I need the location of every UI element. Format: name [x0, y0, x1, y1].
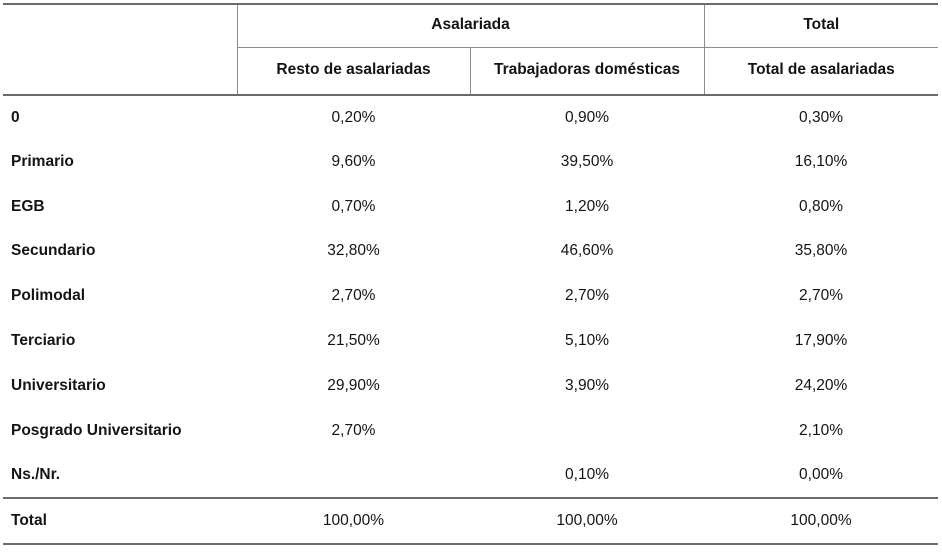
row-label: Secundario	[3, 229, 237, 275]
cell-total: 2,70%	[704, 274, 939, 319]
row-label: Total	[3, 497, 237, 546]
cell-total: 2,10%	[704, 408, 939, 454]
header-group-total: Total	[703, 4, 939, 48]
row-label: EGB	[3, 184, 237, 230]
cell-total: 16,10%	[704, 139, 939, 185]
cell-resto: 0,20%	[237, 95, 470, 140]
table-header: Asalariada Total Resto de asalariadas Tr…	[3, 4, 939, 96]
header-group-row: Asalariada Total	[3, 4, 939, 96]
row-label: Ns./Nr.	[3, 453, 237, 499]
cell-total: 24,20%	[704, 363, 939, 409]
row-label: Terciario	[3, 318, 237, 364]
table-row-posgrado-universitario: Posgrado Universitario 2,70% 2,10%	[3, 408, 939, 454]
table-row-polimodal: Polimodal 2,70% 2,70% 2,70%	[3, 274, 939, 319]
table-body: 0 0,20% 0,90% 0,30% Primario 9,60% 39,50…	[3, 95, 939, 546]
cell-total: 17,90%	[704, 318, 939, 364]
header-col-total-de-asalariadas: Total de asalariadas	[704, 47, 939, 96]
cell-resto: 100,00%	[237, 497, 470, 546]
cell-domesticas	[470, 408, 705, 454]
cell-resto: 2,70%	[237, 408, 470, 454]
cell-total: 0,80%	[704, 184, 939, 230]
table-row-0: 0 0,20% 0,90% 0,30%	[3, 95, 939, 140]
education-distribution-table: Asalariada Total Resto de asalariadas Tr…	[3, 3, 939, 546]
cell-domesticas: 39,50%	[470, 139, 705, 185]
header-subrow: Resto de asalariadas Trabajadoras domést…	[3, 47, 939, 96]
cell-resto: 0,70%	[237, 184, 470, 230]
cell-resto: 21,50%	[237, 318, 470, 364]
table-row-egb: EGB 0,70% 1,20% 0,80%	[3, 184, 939, 230]
header-group-asalariada: Asalariada	[237, 4, 705, 48]
cell-domesticas: 2,70%	[470, 274, 705, 319]
table-row-secundario: Secundario 32,80% 46,60% 35,80%	[3, 229, 939, 275]
cell-total: 0,00%	[704, 453, 939, 499]
cell-total: 35,80%	[704, 229, 939, 275]
cell-total: 0,30%	[704, 95, 939, 140]
header-col-resto-de-asalariadas: Resto de asalariadas	[237, 47, 471, 96]
cell-domesticas: 100,00%	[470, 497, 705, 546]
cell-resto: 2,70%	[237, 274, 470, 319]
table-row-primario: Primario 9,60% 39,50% 16,10%	[3, 139, 939, 185]
table-row-terciario: Terciario 21,50% 5,10% 17,90%	[3, 318, 939, 364]
cell-resto: 32,80%	[237, 229, 470, 275]
row-label: Posgrado Universitario	[3, 408, 237, 454]
cell-domesticas: 1,20%	[470, 184, 705, 230]
header-col-trabajadoras-domesticas: Trabajadoras domésticas	[470, 47, 705, 96]
table-row-ns-nr: Ns./Nr. 0,10% 0,00%	[3, 453, 939, 499]
table-row-universitario: Universitario 29,90% 3,90% 24,20%	[3, 363, 939, 409]
cell-resto: 9,60%	[237, 139, 470, 185]
cell-domesticas: 0,90%	[470, 95, 705, 140]
cell-total: 100,00%	[704, 497, 939, 546]
row-label: Universitario	[3, 363, 237, 409]
header-corner-cell	[3, 4, 238, 96]
row-label: 0	[3, 95, 237, 140]
cell-resto	[237, 453, 470, 499]
cell-domesticas: 5,10%	[470, 318, 705, 364]
cell-domesticas: 46,60%	[470, 229, 705, 275]
cell-domesticas: 0,10%	[470, 453, 705, 499]
cell-resto: 29,90%	[237, 363, 470, 409]
row-label: Polimodal	[3, 274, 237, 319]
cell-domesticas: 3,90%	[470, 363, 705, 409]
table-row-total: Total 100,00% 100,00% 100,00%	[3, 497, 939, 546]
row-label: Primario	[3, 139, 237, 185]
